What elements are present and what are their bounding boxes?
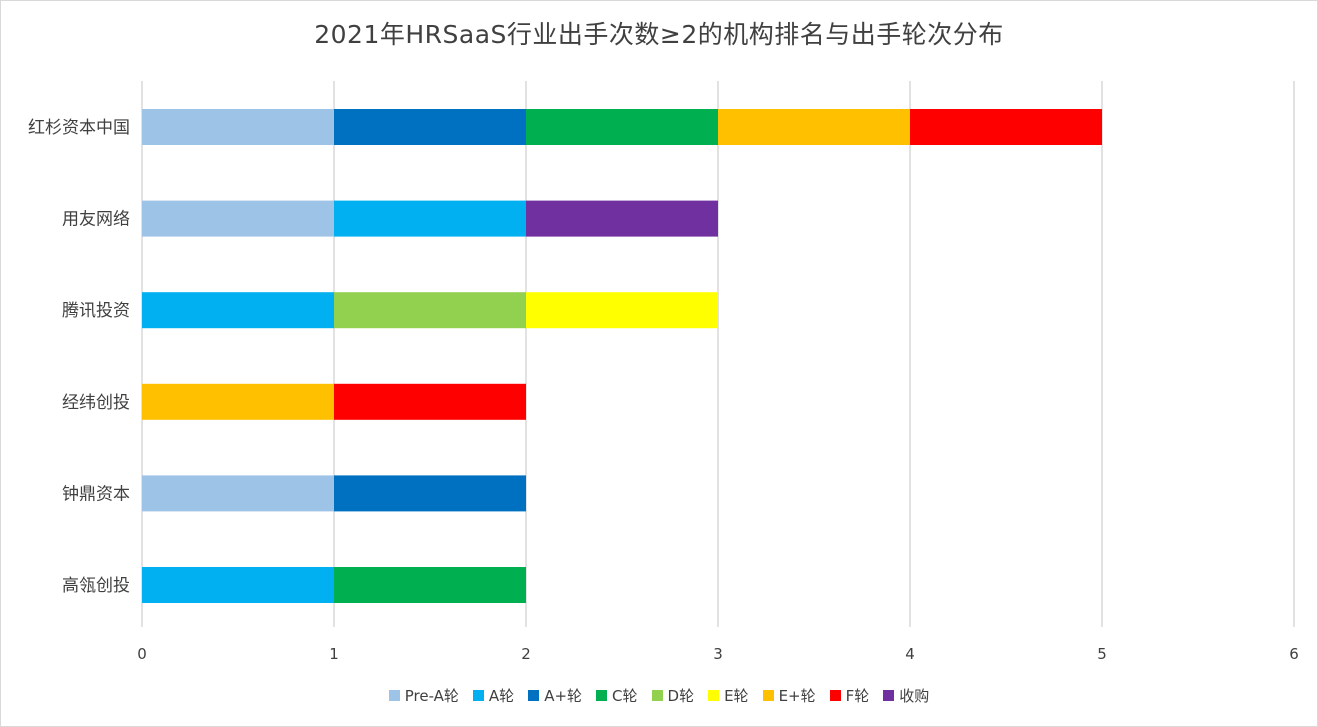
- bar-segment: [334, 475, 526, 512]
- bar-segment: [142, 109, 334, 145]
- chart-title: 2021年HRSaaS行业出手次数≥2的机构排名与出手轮次分布: [314, 20, 1004, 49]
- legend-swatch: [708, 690, 720, 701]
- legend-item: C轮: [596, 685, 638, 706]
- x-tick-label: 5: [1097, 645, 1107, 663]
- bar-segment: [142, 475, 334, 512]
- legend-label: 收购: [899, 687, 930, 705]
- legend: Pre-A轮 A轮 A+轮 C轮 D轮 E轮 E+轮 F轮 收购: [1, 685, 1317, 706]
- category-label: 用友网络: [62, 210, 130, 230]
- x-tick-label: 4: [905, 645, 915, 663]
- bar-segment: [142, 292, 334, 329]
- category-label: 经纬创投: [62, 393, 130, 413]
- x-tick-label: 1: [329, 645, 339, 663]
- bar-segment: [334, 109, 526, 145]
- legend-item: Pre-A轮: [388, 685, 459, 706]
- bar-segment: [334, 567, 526, 603]
- bar-segment: [334, 292, 526, 329]
- bars: [142, 109, 1102, 603]
- legend-label: Pre-A轮: [404, 687, 459, 705]
- x-tick-label: 6: [1289, 645, 1299, 663]
- legend-item: F轮: [829, 685, 870, 706]
- legend-swatch: [472, 690, 484, 701]
- bar-segment: [142, 200, 334, 237]
- legend-label: C轮: [612, 687, 638, 705]
- bar-segment: [142, 567, 334, 603]
- legend-swatch: [388, 690, 400, 701]
- legend-swatch: [528, 690, 540, 701]
- x-tick-label: 0: [137, 645, 147, 663]
- bar-segment: [526, 292, 718, 329]
- legend-item: 收购: [883, 685, 929, 706]
- bar-segment: [526, 200, 718, 237]
- bar-segment: [334, 200, 526, 237]
- category-label: 高瓴创投: [62, 576, 130, 596]
- legend-label: A+轮: [544, 687, 583, 705]
- x-tick-label: 2: [521, 645, 531, 663]
- bar-segment: [526, 109, 718, 145]
- legend-item: D轮: [651, 685, 695, 706]
- legend-item: E轮: [708, 685, 749, 706]
- legend-item: A+轮: [528, 685, 582, 706]
- legend-item: A轮: [472, 685, 515, 706]
- legend-label: E轮: [724, 687, 749, 705]
- legend-label: F轮: [845, 687, 870, 705]
- bar-segment: [718, 109, 910, 145]
- legend-swatch: [883, 690, 895, 701]
- gridlines: [141, 81, 1295, 627]
- category-label: 钟鼎资本: [62, 484, 130, 504]
- bar-segment: [334, 383, 526, 420]
- tick-labels: 0 1 2 3 4 5 6: [137, 645, 1299, 663]
- legend-swatch: [651, 690, 663, 701]
- bar-segment: [910, 109, 1102, 145]
- legend-label: A轮: [488, 687, 515, 705]
- category-label: 红杉资本中国: [28, 118, 130, 138]
- legend-swatch: [596, 690, 608, 701]
- bar-segment: [142, 383, 334, 420]
- legend-item: E+轮: [762, 685, 816, 706]
- legend-label: E+轮: [778, 687, 816, 705]
- category-label: 腾讯投资: [62, 301, 130, 321]
- legend-swatch: [829, 690, 841, 701]
- legend-swatch: [762, 690, 774, 701]
- x-tick-label: 3: [713, 645, 723, 663]
- legend-label: D轮: [667, 687, 695, 705]
